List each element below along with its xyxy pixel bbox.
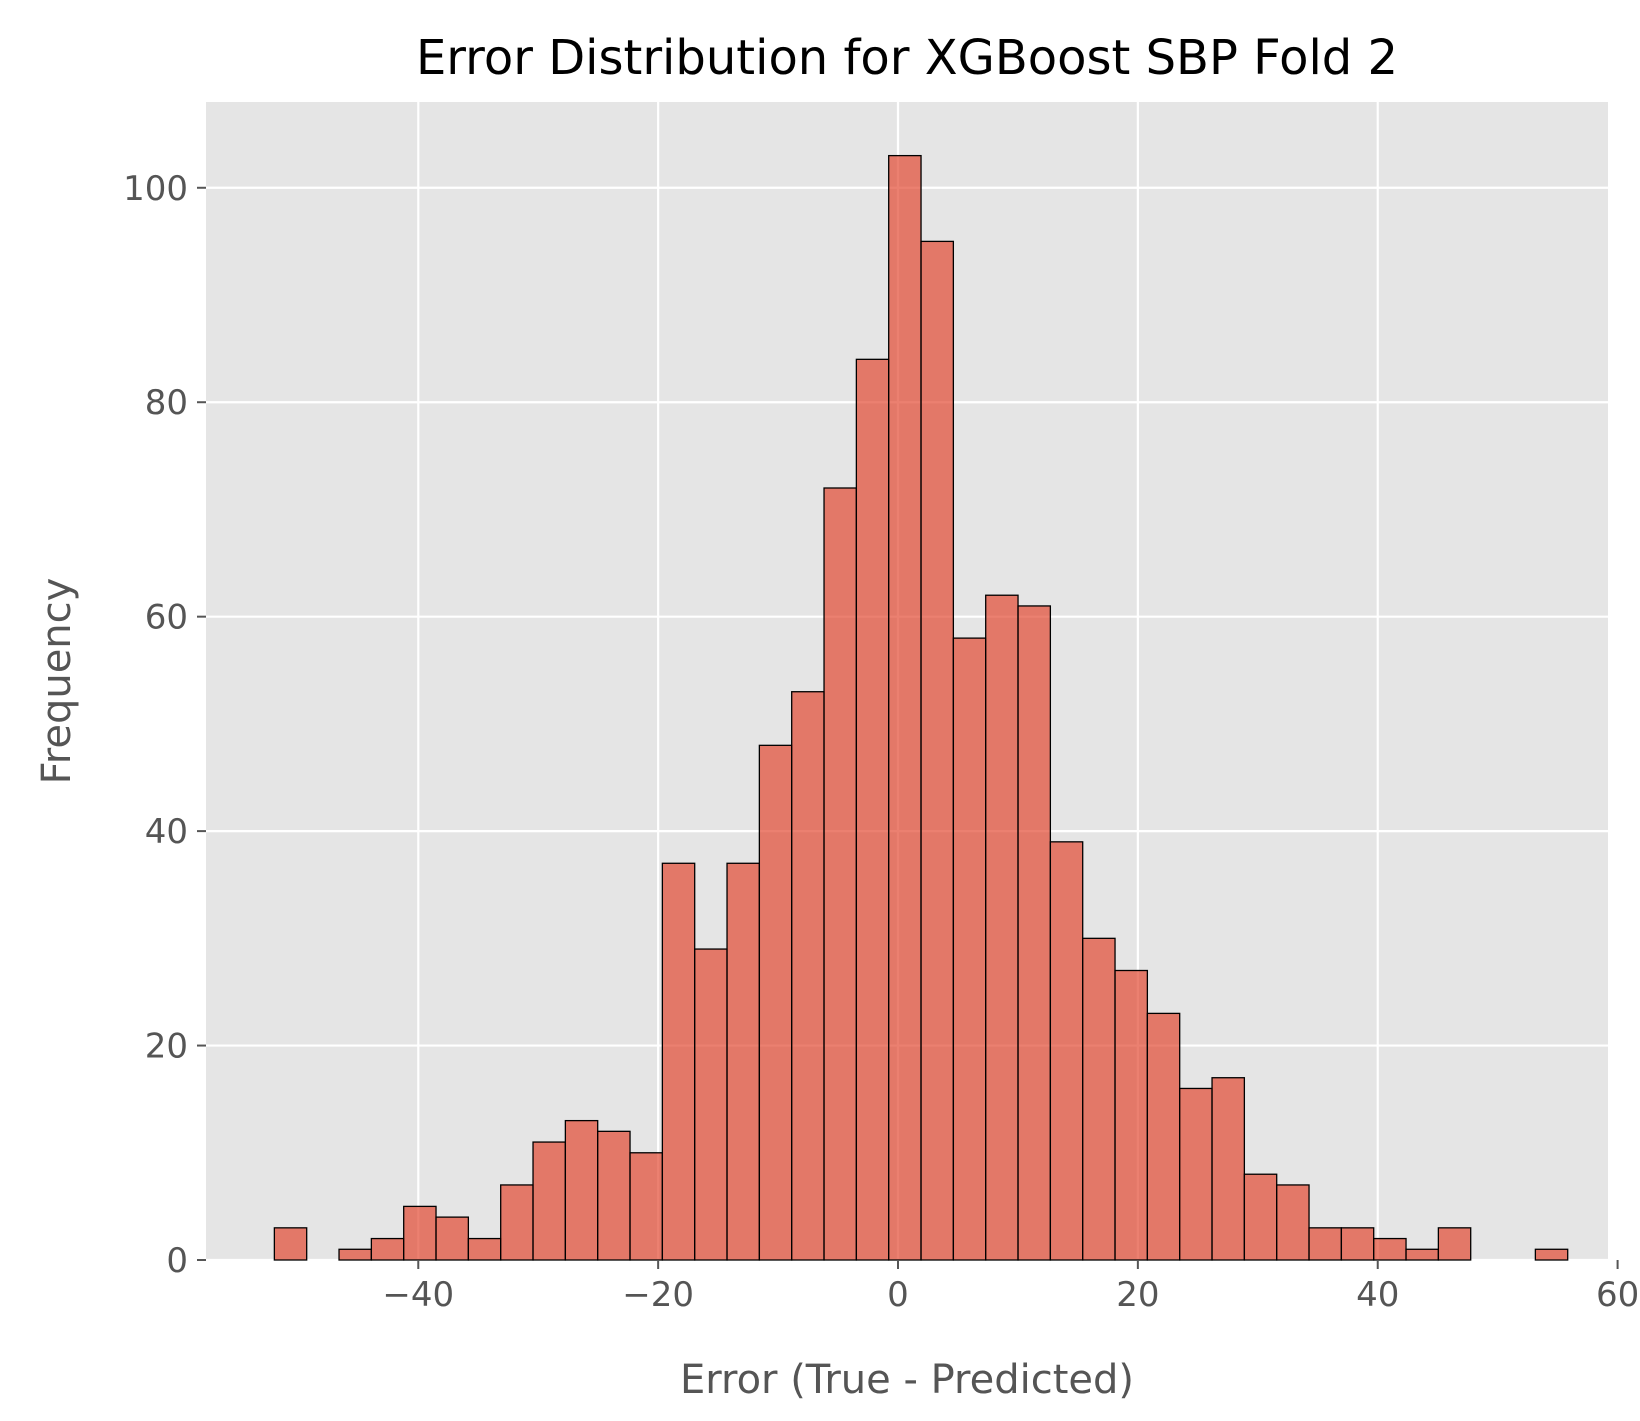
histogram-bar xyxy=(532,1141,567,1261)
histogram-bar xyxy=(758,744,793,1261)
histogram-bar xyxy=(1373,1237,1407,1261)
y-tick-label: 60 xyxy=(145,598,188,638)
histogram-bar xyxy=(661,862,696,1261)
y-tick-label: 20 xyxy=(145,1027,188,1067)
histogram-bar xyxy=(1017,605,1052,1261)
y-axis-label: Frequency xyxy=(34,578,80,785)
chart-title: Error Distribution for XGBoost SBP Fold … xyxy=(416,30,1398,86)
y-tick-label: 80 xyxy=(145,383,188,423)
histogram-bars xyxy=(273,154,1569,1261)
histogram-bar xyxy=(273,1227,308,1261)
axis-ticks: −40 −20 0 20 40 60 0 20 40 60 80 100 xyxy=(123,169,1639,1315)
histogram-bar xyxy=(1179,1087,1213,1261)
histogram-bar xyxy=(985,594,1019,1261)
histogram-bar xyxy=(1534,1248,1569,1261)
histogram-bar xyxy=(564,1119,599,1261)
x-tick-label: 60 xyxy=(1596,1275,1639,1315)
histogram-bar xyxy=(435,1216,470,1261)
histogram-bar xyxy=(1276,1184,1310,1261)
x-tick-label: 0 xyxy=(887,1275,909,1315)
y-tick-label: 100 xyxy=(123,169,188,209)
histogram-bar xyxy=(791,691,825,1261)
histogram-bar xyxy=(403,1205,437,1261)
x-tick-label: −20 xyxy=(622,1275,694,1315)
histogram-bar xyxy=(1243,1173,1278,1261)
histogram-bar xyxy=(855,358,890,1261)
histogram-bar xyxy=(726,862,761,1261)
histogram-bar xyxy=(1082,937,1116,1261)
histogram-bar xyxy=(1049,841,1084,1261)
histogram-bar xyxy=(694,948,728,1261)
histogram-bar xyxy=(467,1237,502,1261)
histogram-bar xyxy=(1340,1227,1375,1261)
x-axis-label: Error (True - Predicted) xyxy=(680,1357,1134,1403)
histogram-bar xyxy=(1114,969,1149,1261)
histogram-bar xyxy=(1405,1248,1440,1261)
histogram-bar xyxy=(629,1152,664,1261)
histogram-bar xyxy=(1211,1077,1246,1261)
histogram-bar xyxy=(1437,1227,1472,1261)
histogram-bar xyxy=(370,1237,405,1261)
y-tick-label: 0 xyxy=(166,1241,188,1281)
histogram-bar xyxy=(823,487,858,1261)
x-tick-label: −40 xyxy=(382,1275,454,1315)
y-tick-label: 40 xyxy=(145,812,188,852)
histogram-bar xyxy=(888,154,922,1261)
histogram-bar xyxy=(1308,1227,1343,1261)
histogram-bar xyxy=(952,637,987,1261)
histogram-bar xyxy=(597,1130,631,1261)
histogram-bar xyxy=(500,1184,534,1261)
histogram-bar xyxy=(1146,1012,1181,1261)
x-tick-label: 20 xyxy=(1116,1275,1159,1315)
x-tick-label: 40 xyxy=(1356,1275,1399,1315)
histogram-bar xyxy=(920,240,955,1261)
histogram-bar xyxy=(338,1248,373,1261)
